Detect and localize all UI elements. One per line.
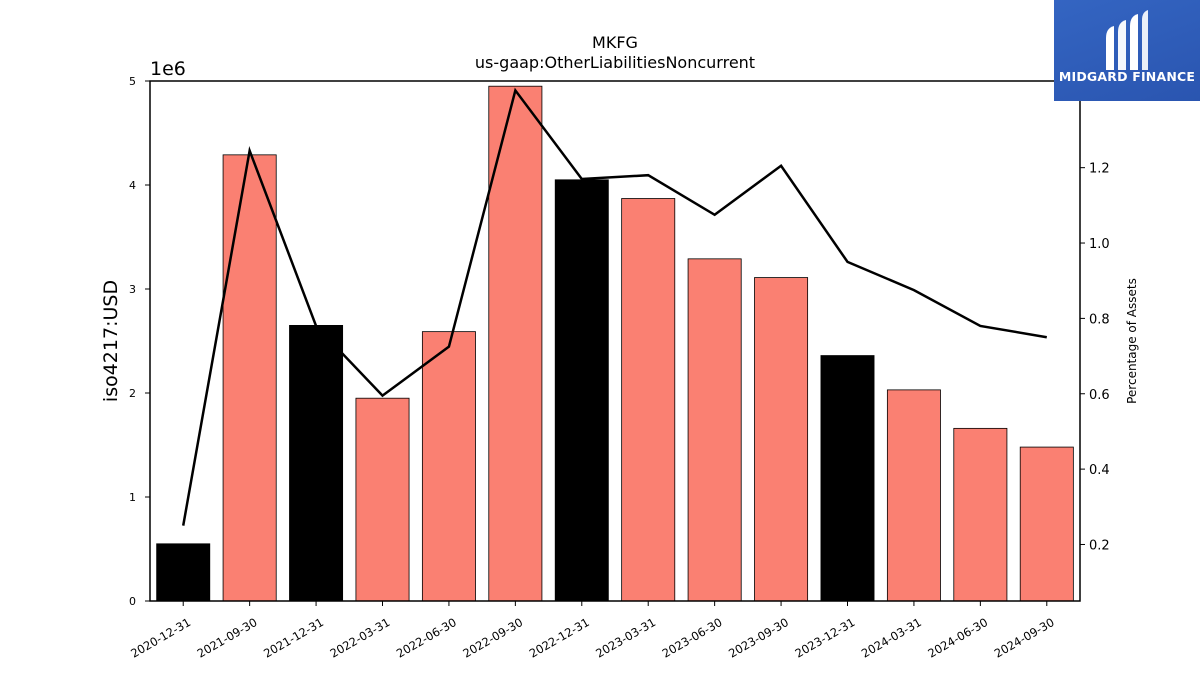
- logo-text: MIDGARD FINANCE: [1058, 69, 1196, 84]
- chart-title: MKFG: [592, 33, 638, 52]
- bar-2024-06-30: [953, 427, 1008, 602]
- bar-2022-03-31: [355, 397, 410, 602]
- logo-mark-icon: [1106, 10, 1148, 70]
- bar-2023-09-30: [754, 277, 809, 602]
- chart-subtitle: us-gaap:OtherLiabilitiesNoncurrent: [475, 53, 755, 72]
- x-tick-label: 2022-12-31: [527, 615, 592, 661]
- y2-tick-label: 1.0: [1089, 237, 1110, 252]
- bar-2023-06-30: [687, 258, 742, 602]
- x-tick-label: 2024-03-31: [859, 615, 924, 661]
- x-tick-label: 2023-12-31: [793, 615, 858, 661]
- bar-2021-09-30: [222, 154, 277, 602]
- bar-2022-12-31: [554, 179, 609, 602]
- x-tick-label: 2022-06-30: [394, 615, 459, 661]
- y2-tick-label: 1.2: [1089, 162, 1110, 177]
- x-tick-label: 2024-09-30: [992, 615, 1057, 661]
- axes-frame: [149, 80, 1081, 602]
- y-tick-label: 0: [129, 595, 136, 608]
- x-tick-label: 2023-03-31: [593, 615, 658, 661]
- y-tick-label: 5: [129, 75, 136, 88]
- x-tick-label: 2021-09-30: [195, 615, 260, 661]
- x-tick-label: 2023-06-30: [660, 615, 725, 661]
- bar-2023-03-31: [621, 198, 676, 602]
- y-tick-label: 1: [129, 491, 136, 504]
- y2-axis-label: Percentage of Assets: [1125, 278, 1139, 404]
- midgard-finance-logo: MIDGARD FINANCE: [1054, 0, 1200, 101]
- bar-2020-12-31: [156, 543, 211, 602]
- y-tick-label: 4: [129, 179, 136, 192]
- percentage-line: [181, 87, 1047, 526]
- y2-tick-label: 0.2: [1089, 538, 1110, 553]
- bar-2022-09-30: [488, 85, 543, 602]
- x-tick-label: 2024-06-30: [925, 615, 990, 661]
- bar-2022-06-30: [421, 331, 476, 602]
- x-tick-label: 2021-12-31: [261, 615, 326, 661]
- y-offset-label: 1e6: [150, 58, 186, 80]
- bar-2024-03-31: [886, 389, 941, 602]
- x-tick-label: 2022-09-30: [460, 615, 525, 661]
- y-tick-label: 3: [129, 283, 136, 296]
- bar-2024-09-30: [1019, 446, 1074, 602]
- y-tick-label: 2: [129, 387, 136, 400]
- bar-2023-12-31: [820, 355, 875, 602]
- y-axis-label: iso4217:USD: [100, 280, 122, 402]
- y2-tick-label: 0.4: [1089, 463, 1110, 478]
- x-tick-label: 2023-09-30: [726, 615, 791, 661]
- bar-2021-12-31: [289, 324, 344, 602]
- y2-tick-label: 0.8: [1089, 312, 1110, 327]
- y2-tick-label: 0.6: [1089, 388, 1110, 403]
- x-tick-label: 2020-12-31: [128, 615, 193, 661]
- x-tick-label: 2022-03-31: [328, 615, 393, 661]
